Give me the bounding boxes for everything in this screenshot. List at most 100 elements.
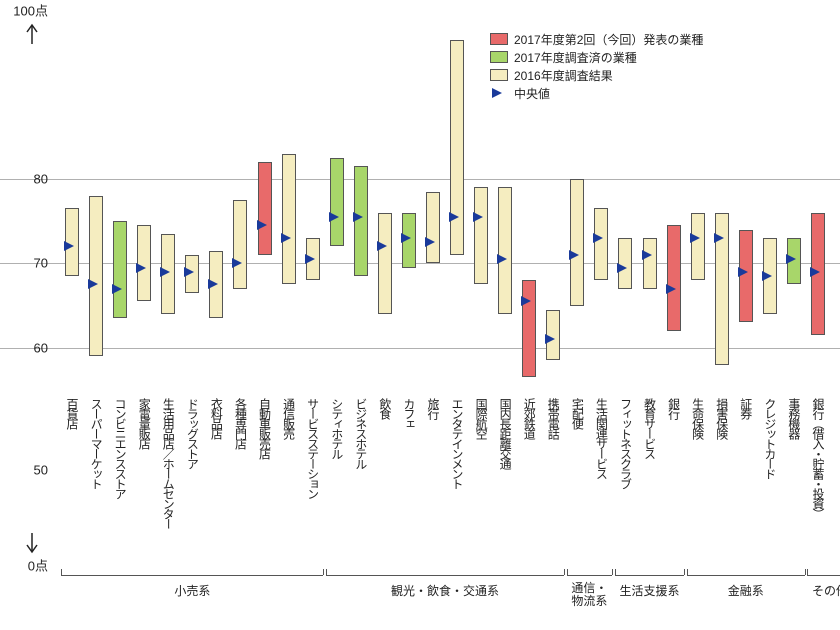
x-axis-label: 旅行	[427, 398, 439, 418]
median-marker	[353, 212, 363, 222]
median-marker	[281, 233, 291, 243]
median-marker	[666, 284, 676, 294]
range-bar	[474, 187, 488, 284]
x-axis-label: 各種専門店	[234, 398, 246, 448]
x-axis-label: 百貨店	[66, 398, 78, 428]
legend-label: 2017年度調査済の業種	[514, 49, 637, 66]
x-axis-label: 近郊鉄道	[523, 398, 535, 438]
x-axis-label: 生活関連サービス	[595, 398, 607, 478]
category-label: 生活支援系	[620, 582, 680, 599]
median-marker	[786, 254, 796, 264]
x-axis-label: シティホテル	[331, 398, 343, 458]
y-axis-label: 70	[34, 256, 48, 271]
legend-label: 2017年度第2回（今回）発表の業種	[514, 31, 703, 48]
x-axis-label: 宅配便	[571, 398, 583, 428]
median-marker	[160, 267, 170, 277]
x-axis-label: 教育サービス	[644, 398, 656, 458]
legend-label: 中央値	[514, 85, 550, 102]
range-bar	[282, 154, 296, 285]
median-marker	[208, 279, 218, 289]
median-marker	[64, 241, 74, 251]
median-marker	[305, 254, 315, 264]
x-axis-label: 衣料品店	[210, 398, 222, 438]
category-label: その他	[812, 582, 840, 599]
median-marker	[690, 233, 700, 243]
legend-item: 2017年度調査済の業種	[490, 48, 703, 66]
x-axis-label: フィットネスクラブ	[619, 398, 631, 488]
median-marker	[545, 334, 555, 344]
x-axis-label: 銀行	[668, 398, 680, 418]
range-bar	[113, 221, 127, 318]
range-bar	[378, 213, 392, 314]
x-axis-label: 銀行（借入・貯蓄・投資）	[812, 398, 824, 518]
legend-item: 2016年度調査結果	[490, 66, 703, 84]
x-axis-label: コンビニエンスストア	[114, 398, 126, 498]
range-bar	[522, 280, 536, 377]
x-axis-label: 携帯電話	[547, 398, 559, 438]
median-marker	[257, 220, 267, 230]
x-axis-label: 生活用品店／ホームセンター	[162, 398, 174, 528]
range-bar	[570, 179, 584, 306]
y-axis-label: 60	[34, 340, 48, 355]
median-marker	[401, 233, 411, 243]
range-bar	[330, 158, 344, 247]
category-label: 通信・物流系	[571, 582, 607, 608]
x-axis-label: サービスステーション	[307, 398, 319, 498]
median-marker	[473, 212, 483, 222]
y-axis-label: 50	[34, 463, 48, 478]
x-axis-label: 家電量販店	[138, 398, 150, 448]
x-axis-label: 事務機器	[788, 398, 800, 438]
median-marker	[642, 250, 652, 260]
range-bar	[643, 238, 657, 289]
median-marker	[184, 267, 194, 277]
category-label: 小売系	[174, 582, 210, 599]
range-bar	[426, 192, 440, 264]
legend: 2017年度第2回（今回）発表の業種2017年度調査済の業種2016年度調査結果…	[490, 30, 703, 102]
range-bar-chart: 100点807060500点百貨店スーパーマーケットコンビニエンスストア家電量販…	[0, 0, 840, 630]
x-axis-label: カフェ	[403, 398, 415, 428]
range-bar	[450, 40, 464, 255]
x-axis-label: 国内長距離交通	[499, 398, 511, 468]
median-marker	[136, 263, 146, 273]
x-axis-label: ビジネスホテル	[355, 398, 367, 468]
x-axis-label: 証券	[740, 398, 752, 418]
x-axis-label: 自動車販売店	[259, 398, 271, 458]
range-bar	[233, 200, 247, 289]
median-marker	[112, 284, 122, 294]
legend-item: 2017年度第2回（今回）発表の業種	[490, 30, 703, 48]
x-axis-label: 損害保険	[716, 398, 728, 438]
x-axis-label: エンタテインメント	[451, 398, 463, 488]
x-axis-label: スーパーマーケット	[90, 398, 102, 488]
x-axis-label: 通信販売	[283, 398, 295, 438]
median-marker	[617, 263, 627, 273]
axis-arrow-down	[25, 533, 39, 560]
median-marker	[593, 233, 603, 243]
x-axis-label: 国際航空	[475, 398, 487, 438]
median-marker	[425, 237, 435, 247]
median-marker	[497, 254, 507, 264]
median-marker	[762, 271, 772, 281]
y-axis-label: 80	[34, 171, 48, 186]
median-marker	[88, 279, 98, 289]
legend-label: 2016年度調査結果	[514, 67, 613, 84]
median-marker	[569, 250, 579, 260]
median-marker	[232, 258, 242, 268]
range-bar	[498, 187, 512, 314]
median-marker	[377, 241, 387, 251]
median-marker	[449, 212, 459, 222]
category-label: 金融系	[728, 582, 764, 599]
range-bar	[691, 213, 705, 281]
range-bar	[594, 208, 608, 280]
x-axis-label: 飲食	[379, 398, 391, 418]
median-marker	[521, 296, 531, 306]
range-bar	[89, 196, 103, 356]
x-axis-label: クレジットカード	[764, 398, 776, 478]
x-axis-label: ドラッグストア	[186, 398, 198, 468]
legend-item: 中央値	[490, 84, 703, 102]
x-axis-label: 生命保険	[692, 398, 704, 438]
range-bar	[667, 225, 681, 331]
y-axis-label: 100点	[13, 1, 48, 20]
median-marker	[714, 233, 724, 243]
median-marker	[738, 267, 748, 277]
median-marker	[329, 212, 339, 222]
